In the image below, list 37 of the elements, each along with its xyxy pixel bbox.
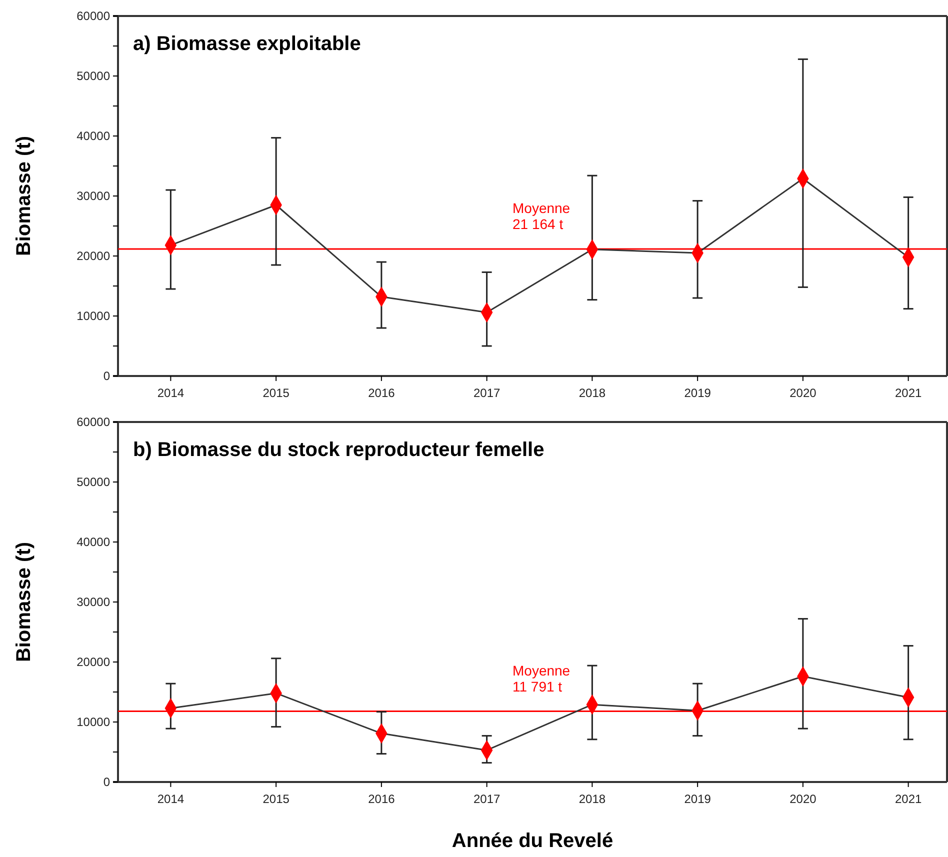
x-tick-label: 2019	[684, 386, 712, 400]
y-tick-label: 0	[103, 368, 110, 383]
y-axis-title: Biomasse (t)	[13, 542, 35, 662]
y-tick-label: 50000	[76, 68, 110, 83]
y-tick-label: 20000	[76, 654, 110, 669]
x-tick-label: 2014	[157, 386, 184, 400]
y-tick-label: 40000	[76, 128, 110, 143]
x-tick-label: 2021	[894, 386, 922, 400]
x-tick-label: 2016	[368, 792, 396, 806]
x-tick-label: 2015	[262, 792, 290, 806]
y-tick-label: 50000	[76, 474, 110, 489]
y-tick-label: 30000	[76, 188, 110, 203]
y-tick-label: 60000	[76, 8, 110, 23]
x-tick-label: 2018	[578, 792, 606, 806]
y-tick-label: 10000	[76, 308, 110, 323]
y-tick-label: 40000	[76, 534, 110, 549]
x-axis-title: Année du Revelé	[452, 830, 614, 852]
y-tick-label: 10000	[76, 714, 110, 729]
y-tick-label: 60000	[76, 414, 110, 429]
x-tick-label: 2019	[684, 792, 712, 806]
text: a) Biomasse exploitable	[133, 33, 361, 55]
x-tick-label: 2020	[790, 386, 817, 400]
ref-line-label: Moyenne 11 791 t	[512, 662, 570, 694]
x-tick-label: 2021	[894, 792, 922, 806]
y-axis-title: Biomasse (t)	[13, 136, 35, 256]
y-tick-label: 20000	[76, 248, 110, 263]
x-tick-label: 2016	[368, 386, 396, 400]
text: b) Biomasse du stock reproducteur femelle	[133, 439, 544, 461]
x-tick-label: 2018	[578, 386, 606, 400]
x-tick-label: 2015	[262, 386, 290, 400]
x-tick-label: 2014	[157, 792, 184, 806]
x-tick-label: 2017	[473, 386, 500, 400]
ref-line-label: Moyenne 21 164 t	[512, 200, 570, 232]
x-tick-label: 2017	[473, 792, 500, 806]
y-tick-label: 0	[103, 774, 110, 789]
y-tick-label: 30000	[76, 594, 110, 609]
x-tick-label: 2020	[790, 792, 817, 806]
